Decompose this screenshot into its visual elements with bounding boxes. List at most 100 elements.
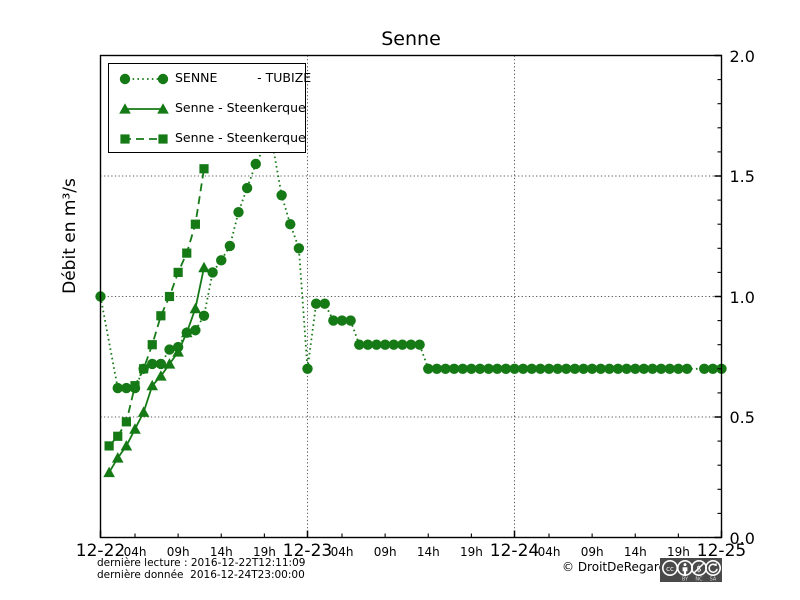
data-point-circle (699, 363, 710, 374)
data-point-circle (647, 363, 658, 374)
legend-item[interactable]: Senne - Steenkerque (109, 124, 307, 154)
data-point-circle (474, 363, 486, 374)
data-point-circle (250, 158, 261, 170)
data-point-circle (535, 363, 546, 374)
data-point-circle (569, 363, 581, 374)
data-point-triangle (129, 423, 141, 434)
copyright-text: © DroitDeRegard.be (562, 560, 686, 574)
data-point-circle (397, 339, 408, 350)
svg-text:NC: NC (695, 576, 703, 582)
data-point-circle (457, 363, 468, 374)
data-point-circle (561, 363, 572, 374)
data-point-circle (630, 363, 641, 374)
series-2 (104, 164, 209, 451)
x-tick-label: 12-23 (282, 541, 333, 561)
data-point-triangle (103, 466, 115, 478)
data-point-circle (664, 363, 675, 374)
data-point-circle (621, 363, 632, 374)
data-point-circle (276, 190, 287, 201)
data-point-circle (224, 240, 236, 252)
legend-label: SENNE - TUBIZE (175, 70, 312, 85)
data-point-triangle (172, 346, 184, 357)
data-point-circle (612, 363, 624, 374)
data-point-circle (681, 363, 693, 374)
data-series (95, 141, 727, 478)
data-point-circle (517, 363, 529, 374)
data-point-circle (241, 182, 253, 194)
legend-item[interactable]: Senne - Steenkerque (109, 94, 307, 124)
data-point-triangle (189, 302, 202, 314)
x-tick-label: 09h (166, 545, 190, 559)
data-point-square (156, 311, 166, 321)
data-point-circle (310, 298, 322, 309)
data-point-circle (302, 363, 313, 374)
data-point-circle (293, 243, 305, 254)
data-point-square (164, 291, 175, 302)
footnote-line-1: dernière lecture : 2016-12-22T12:11:09 (97, 557, 306, 569)
data-point-triangle (137, 406, 150, 417)
data-point-triangle (157, 103, 169, 114)
legend-label: Senne - Steenkerque (175, 130, 306, 145)
data-point-circle (157, 73, 169, 85)
legend[interactable]: SENNE - TUBIZE Senne - Steenkerque Senne -… (108, 63, 311, 154)
data-point-circle (336, 315, 348, 326)
data-point-square (190, 219, 200, 229)
legend-marker-triangle (119, 103, 169, 114)
data-point-circle (492, 363, 503, 374)
x-tick-label: 12-24 (489, 541, 540, 561)
data-point-square (182, 248, 192, 258)
x-tick-label: 04h (123, 545, 147, 559)
data-point-triangle (198, 261, 210, 273)
data-point-circle (526, 363, 537, 374)
svg-text:SA: SA (710, 576, 717, 582)
x-tick-label: 14h (623, 545, 647, 559)
legend-marker-square (120, 134, 168, 144)
x-tick-label: 04h (537, 545, 561, 559)
x-tick-label: 12-22 (75, 541, 126, 561)
data-point-triangle (120, 440, 133, 451)
data-point-circle (604, 363, 615, 374)
data-point-circle (466, 363, 477, 374)
data-point-circle (595, 363, 606, 374)
chart-title: Senne (381, 28, 441, 50)
data-point-square (139, 364, 149, 374)
data-point-square (104, 441, 114, 451)
x-tick-label: 19h (459, 545, 483, 559)
data-point-circle (483, 363, 494, 374)
svg-text:BY: BY (682, 576, 689, 582)
series-line (108, 168, 205, 447)
data-point-circle (379, 339, 391, 350)
data-point-circle (328, 315, 339, 326)
x-tick-label: 04h (330, 545, 354, 559)
data-point-circle (285, 219, 296, 230)
data-point-circle (119, 73, 131, 85)
x-tick-label: 09h (580, 545, 604, 559)
legend-label: Senne - Steenkerque (175, 100, 306, 115)
data-point-triangle (155, 370, 167, 381)
x-tick-label: 12-25 (696, 541, 747, 561)
x-tick-label: 14h (416, 545, 440, 559)
x-tick-label: 09h (373, 545, 397, 559)
data-point-circle (655, 363, 667, 374)
y-tick-label: 0.0 (729, 528, 755, 548)
data-point-square (120, 134, 130, 144)
data-point-square (147, 340, 157, 350)
x-tick-label: 14h (209, 545, 233, 559)
svg-text:$: $ (696, 564, 701, 574)
data-point-circle (198, 310, 210, 321)
data-point-circle (371, 339, 382, 350)
data-point-circle (354, 339, 365, 350)
data-point-circle (638, 363, 650, 374)
data-point-square (199, 164, 209, 174)
data-point-circle (586, 363, 598, 374)
axis-ticks (99, 54, 723, 539)
data-point-circle (552, 363, 563, 374)
svg-text:cc: cc (666, 565, 674, 573)
legend-item[interactable]: SENNE - TUBIZE (109, 64, 311, 94)
x-tick-label: 19h (252, 545, 276, 559)
data-point-circle (578, 363, 589, 374)
data-point-circle (164, 344, 175, 355)
data-point-circle (440, 363, 451, 374)
data-point-square (121, 417, 131, 427)
